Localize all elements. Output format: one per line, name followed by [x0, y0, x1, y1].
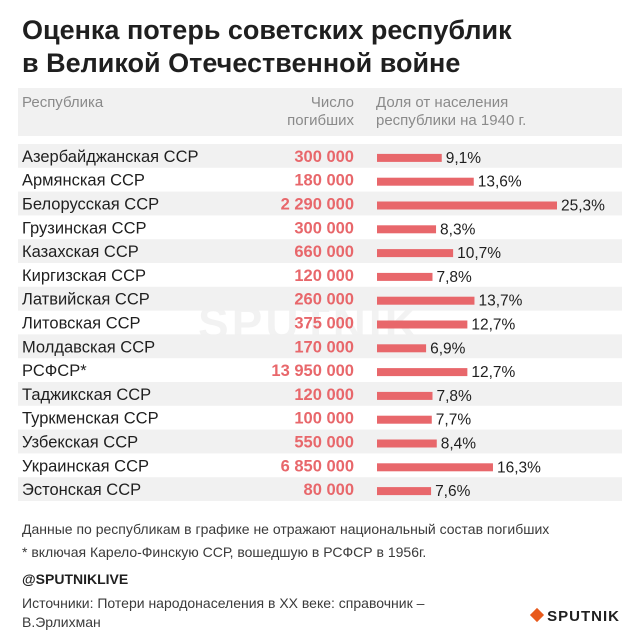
bar-value-label: 13,6% [478, 174, 522, 191]
deaths-label: 170 000 [294, 338, 354, 356]
deaths-label: 80 000 [304, 481, 354, 499]
row-label: Литовская ССР [22, 315, 141, 333]
bar [377, 177, 474, 186]
column-header-republic: Республика [22, 94, 104, 111]
bar-value-label: 7,6% [435, 483, 471, 500]
bar [377, 487, 432, 496]
bar [377, 344, 427, 353]
row-label: Эстонская ССР [22, 481, 141, 499]
row-label: Таджикская ССР [22, 386, 151, 404]
bar-value-label: 16,3% [497, 459, 541, 476]
row-band [18, 429, 622, 454]
row-label: Белорусская ССР [22, 196, 159, 214]
deaths-label: 300 000 [294, 148, 354, 166]
row-label: Армянская ССР [22, 172, 145, 190]
deaths-label: 180 000 [294, 172, 354, 190]
row-band [18, 382, 622, 406]
bar-value-label: 8,3% [440, 221, 476, 238]
deaths-label: 550 000 [294, 434, 354, 452]
bar [377, 368, 468, 377]
column-header-deaths-line-2: погибших [287, 112, 354, 129]
bar-value-label: 13,7% [478, 293, 522, 310]
bar [377, 249, 454, 258]
row-label: Казахская ССР [22, 243, 139, 261]
column-header-deaths: Число погибших [240, 94, 354, 130]
row-label: Азербайджанская ССР [22, 148, 199, 166]
social-handle: @SPUTNIKLIVE [22, 571, 129, 587]
bar-value-label: 10,7% [457, 245, 501, 262]
row-band [18, 144, 622, 168]
deaths-label: 375 000 [294, 315, 354, 333]
note-nationality: Данные по республикам в графике не отраж… [22, 521, 550, 537]
chart-title: Оценка потерь советских республик в Вели… [22, 14, 622, 80]
column-header-share: Доля от населения республики на 1940 г. [376, 94, 526, 130]
deaths-label: 120 000 [294, 267, 354, 285]
deaths-label: 100 000 [294, 410, 354, 428]
row-label: Молдавская ССР [22, 338, 155, 356]
bar [377, 391, 433, 400]
bar [377, 225, 437, 234]
sputnik-logo-icon [530, 607, 545, 623]
bar-value-label: 12,7% [471, 364, 515, 381]
bar-value-label: 8,4% [441, 436, 477, 453]
bar-value-label: 7,8% [436, 269, 472, 286]
bar [377, 463, 493, 472]
bar [377, 415, 432, 424]
sputnik-logo-text: SPUTNIK [547, 608, 620, 625]
row-label: Украинская ССР [22, 457, 149, 475]
row-label: РСФСР* [22, 362, 87, 380]
bar [377, 201, 557, 210]
bar [377, 320, 468, 329]
bar-value-label: 9,1% [446, 150, 482, 167]
row-band [18, 477, 622, 501]
sources-text: Источники: Потери народонаселения в XX в… [22, 595, 425, 630]
bar-value-label: 12,7% [471, 317, 515, 334]
row-band [18, 334, 622, 359]
deaths-label: 6 850 000 [281, 457, 354, 475]
column-header-share-line-1: Доля от населения [376, 94, 509, 111]
row-label: Киргизская ССР [22, 267, 146, 285]
bar-value-label: 25,3% [561, 198, 605, 215]
deaths-label: 120 000 [294, 386, 354, 404]
bar [377, 439, 437, 448]
bar-value-label: 6,9% [430, 340, 466, 357]
title-line-1: Оценка потерь советских республик [22, 15, 512, 45]
row-label: Латвийская ССР [22, 291, 150, 309]
deaths-label: 660 000 [294, 243, 354, 261]
column-header-deaths-line-1: Число [310, 94, 354, 111]
bar [377, 153, 442, 162]
bar [377, 272, 433, 281]
deaths-label: 13 950 000 [271, 362, 354, 380]
deaths-label: 300 000 [294, 219, 354, 237]
bar [377, 296, 475, 305]
title-line-2: в Великой Отечественной войне [22, 48, 461, 78]
column-header-share-line-2: республики на 1940 г. [376, 112, 527, 129]
row-label: Узбекская ССР [22, 434, 138, 452]
note-rsfsr: * включая Карело-Финскую ССР, вошедшую в… [22, 544, 427, 560]
row-label: Грузинская ССР [22, 219, 147, 237]
row-band [18, 239, 622, 263]
deaths-label: 260 000 [294, 291, 354, 309]
bar-value-label: 7,8% [436, 388, 472, 405]
deaths-label: 2 290 000 [281, 196, 354, 214]
sputnik-logo: SPUTNIK [530, 607, 620, 625]
row-label: Туркменская ССР [22, 410, 159, 428]
column-header-band [18, 88, 622, 136]
bar-value-label: 7,7% [436, 412, 472, 429]
